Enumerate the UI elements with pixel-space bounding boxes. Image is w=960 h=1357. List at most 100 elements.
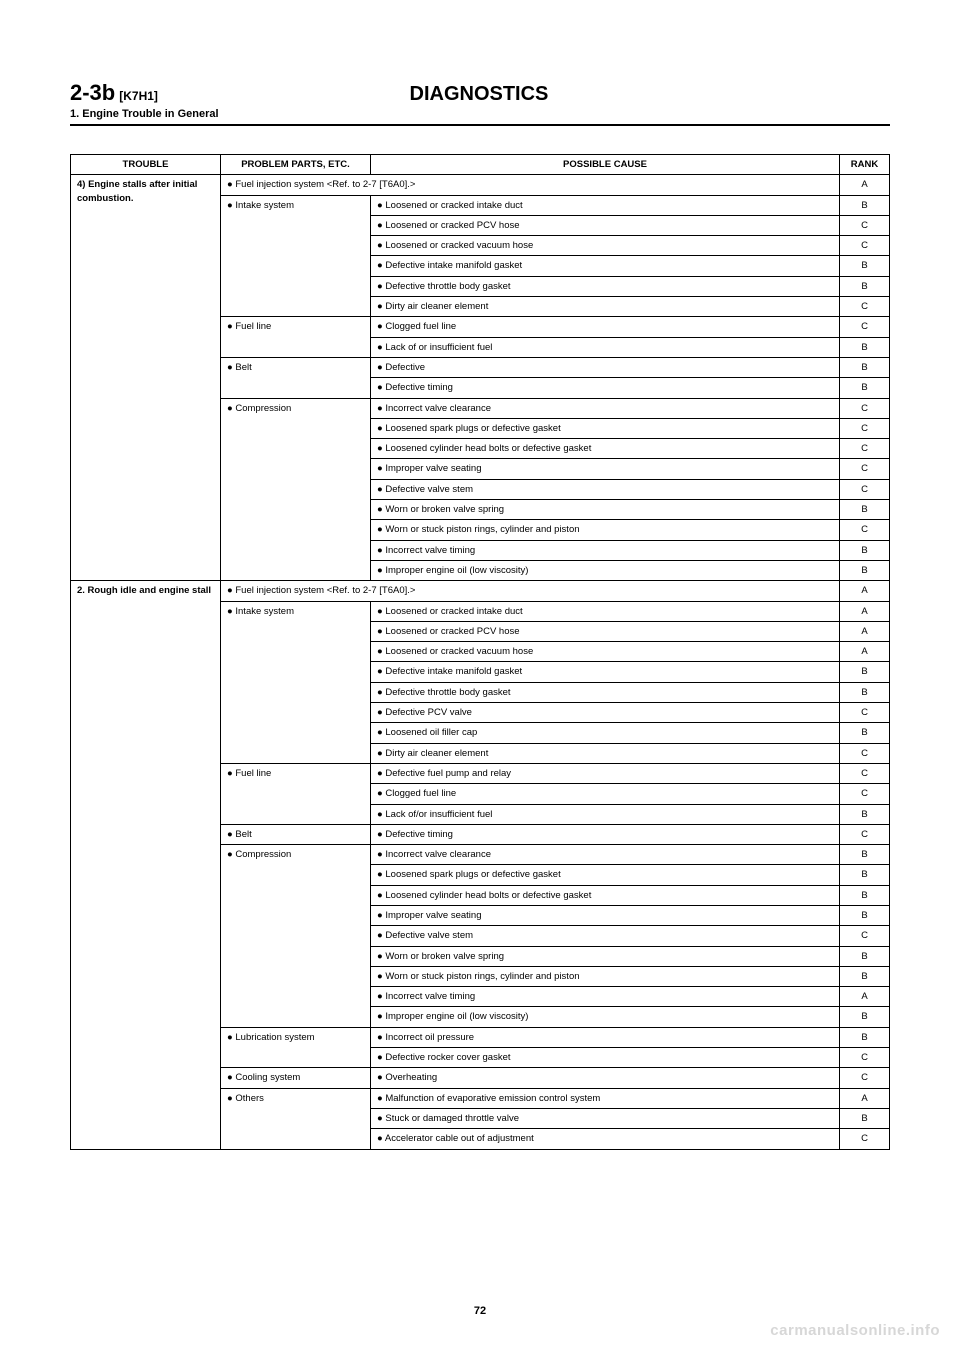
problem-cell: ● Compression bbox=[221, 845, 371, 1028]
cause-cell: ● Defective fuel pump and relay bbox=[371, 763, 840, 783]
rank-cell: B bbox=[840, 1007, 890, 1027]
cause-cell: ● Worn or broken valve spring bbox=[371, 500, 840, 520]
problem-cause-span-cell: ● Fuel injection system <Ref. to 2-7 [T6… bbox=[221, 581, 840, 601]
rank-cell: B bbox=[840, 966, 890, 986]
diagnostics-table: TROUBLE PROBLEM PARTS, ETC. POSSIBLE CAU… bbox=[70, 154, 890, 1150]
problem-cell: ● Belt bbox=[221, 357, 371, 398]
rank-cell: C bbox=[840, 297, 890, 317]
cause-cell: ● Loosened oil filler cap bbox=[371, 723, 840, 743]
rank-cell: B bbox=[840, 662, 890, 682]
cause-cell: ● Defective rocker cover gasket bbox=[371, 1048, 840, 1068]
rank-cell: C bbox=[840, 1129, 890, 1149]
cause-cell: ● Stuck or damaged throttle valve bbox=[371, 1108, 840, 1128]
cause-cell: ● Loosened or cracked intake duct bbox=[371, 601, 840, 621]
cause-cell: ● Loosened cylinder head bolts or defect… bbox=[371, 885, 840, 905]
cause-cell: ● Defective valve stem bbox=[371, 479, 840, 499]
rank-cell: C bbox=[840, 398, 890, 418]
cause-cell: ● Loosened or cracked PCV hose bbox=[371, 215, 840, 235]
rank-cell: C bbox=[840, 317, 890, 337]
problem-cell: ● Intake system bbox=[221, 601, 371, 763]
rank-cell: A bbox=[840, 581, 890, 601]
rank-cell: B bbox=[840, 845, 890, 865]
page-title: DIAGNOSTICS bbox=[158, 83, 800, 106]
rank-cell: A bbox=[840, 987, 890, 1007]
rank-cell: C bbox=[840, 824, 890, 844]
problem-cell: ● Lubrication system bbox=[221, 1027, 371, 1068]
cause-cell: ● Loosened cylinder head bolts or defect… bbox=[371, 439, 840, 459]
trouble-cell: 4) Engine stalls after initial combustio… bbox=[71, 175, 221, 581]
cause-cell: ● Defective throttle body gasket bbox=[371, 682, 840, 702]
th-rank: RANK bbox=[840, 155, 890, 175]
cause-cell: ● Improper engine oil (low viscosity) bbox=[371, 1007, 840, 1027]
rank-cell: C bbox=[840, 418, 890, 438]
problem-cell: ● Intake system bbox=[221, 195, 371, 317]
rank-cell: B bbox=[840, 865, 890, 885]
rank-cell: A bbox=[840, 621, 890, 641]
cause-cell: ● Dirty air cleaner element bbox=[371, 297, 840, 317]
cause-cell: ● Lack of or insufficient fuel bbox=[371, 337, 840, 357]
rank-cell: C bbox=[840, 236, 890, 256]
rank-cell: B bbox=[840, 357, 890, 377]
cause-cell: ● Defective timing bbox=[371, 378, 840, 398]
cause-cell: ● Loosened or cracked PCV hose bbox=[371, 621, 840, 641]
cause-cell: ● Improper valve seating bbox=[371, 459, 840, 479]
cause-cell: ● Defective timing bbox=[371, 824, 840, 844]
rank-cell: C bbox=[840, 1068, 890, 1088]
rank-cell: B bbox=[840, 256, 890, 276]
cause-cell: ● Dirty air cleaner element bbox=[371, 743, 840, 763]
page-number: 72 bbox=[0, 1305, 960, 1317]
table-row: 2. Rough idle and engine stall● Fuel inj… bbox=[71, 581, 890, 601]
cause-cell: ● Incorrect valve clearance bbox=[371, 845, 840, 865]
rank-cell: C bbox=[840, 784, 890, 804]
rank-cell: B bbox=[840, 885, 890, 905]
cause-cell: ● Defective throttle body gasket bbox=[371, 276, 840, 296]
rank-cell: C bbox=[840, 743, 890, 763]
th-cause: POSSIBLE CAUSE bbox=[371, 155, 840, 175]
rank-cell: B bbox=[840, 804, 890, 824]
rank-cell: C bbox=[840, 926, 890, 946]
rank-cell: C bbox=[840, 703, 890, 723]
cause-cell: ● Incorrect valve timing bbox=[371, 987, 840, 1007]
cause-cell: ● Defective bbox=[371, 357, 840, 377]
cause-cell: ● Loosened or cracked vacuum hose bbox=[371, 236, 840, 256]
rank-cell: C bbox=[840, 763, 890, 783]
problem-cell: ● Cooling system bbox=[221, 1068, 371, 1088]
rank-cell: C bbox=[840, 215, 890, 235]
problem-cell: ● Fuel line bbox=[221, 317, 371, 358]
header-rule bbox=[70, 124, 890, 126]
section-sub: [K7H1] bbox=[119, 89, 158, 103]
rank-cell: C bbox=[840, 520, 890, 540]
rank-cell: B bbox=[840, 337, 890, 357]
subsection-title: 1. Engine Trouble in General bbox=[70, 108, 890, 120]
cause-cell: ● Defective valve stem bbox=[371, 926, 840, 946]
th-trouble: TROUBLE bbox=[71, 155, 221, 175]
rank-cell: B bbox=[840, 500, 890, 520]
rank-cell: A bbox=[840, 642, 890, 662]
cause-cell: ● Worn or broken valve spring bbox=[371, 946, 840, 966]
cause-cell: ● Clogged fuel line bbox=[371, 317, 840, 337]
cause-cell: ● Loosened spark plugs or defective gask… bbox=[371, 418, 840, 438]
problem-cell: ● Belt bbox=[221, 824, 371, 844]
rank-cell: C bbox=[840, 439, 890, 459]
cause-cell: ● Lack of/or insufficient fuel bbox=[371, 804, 840, 824]
problem-cell: ● Fuel line bbox=[221, 763, 371, 824]
cause-cell: ● Improper engine oil (low viscosity) bbox=[371, 560, 840, 580]
problem-cell: ● Others bbox=[221, 1088, 371, 1149]
section-code: 2-3b bbox=[70, 80, 115, 105]
trouble-cell: 2. Rough idle and engine stall bbox=[71, 581, 221, 1149]
cause-cell: ● Defective PCV valve bbox=[371, 703, 840, 723]
rank-cell: A bbox=[840, 601, 890, 621]
rank-cell: B bbox=[840, 723, 890, 743]
rank-cell: B bbox=[840, 276, 890, 296]
table-header-row: TROUBLE PROBLEM PARTS, ETC. POSSIBLE CAU… bbox=[71, 155, 890, 175]
rank-cell: C bbox=[840, 459, 890, 479]
rank-cell: B bbox=[840, 1027, 890, 1047]
problem-cause-span-cell: ● Fuel injection system <Ref. to 2-7 [T6… bbox=[221, 175, 840, 195]
rank-cell: A bbox=[840, 1088, 890, 1108]
rank-cell: B bbox=[840, 946, 890, 966]
cause-cell: ● Overheating bbox=[371, 1068, 840, 1088]
cause-cell: ● Loosened spark plugs or defective gask… bbox=[371, 865, 840, 885]
rank-cell: C bbox=[840, 479, 890, 499]
rank-cell: B bbox=[840, 560, 890, 580]
cause-cell: ● Malfunction of evaporative emission co… bbox=[371, 1088, 840, 1108]
